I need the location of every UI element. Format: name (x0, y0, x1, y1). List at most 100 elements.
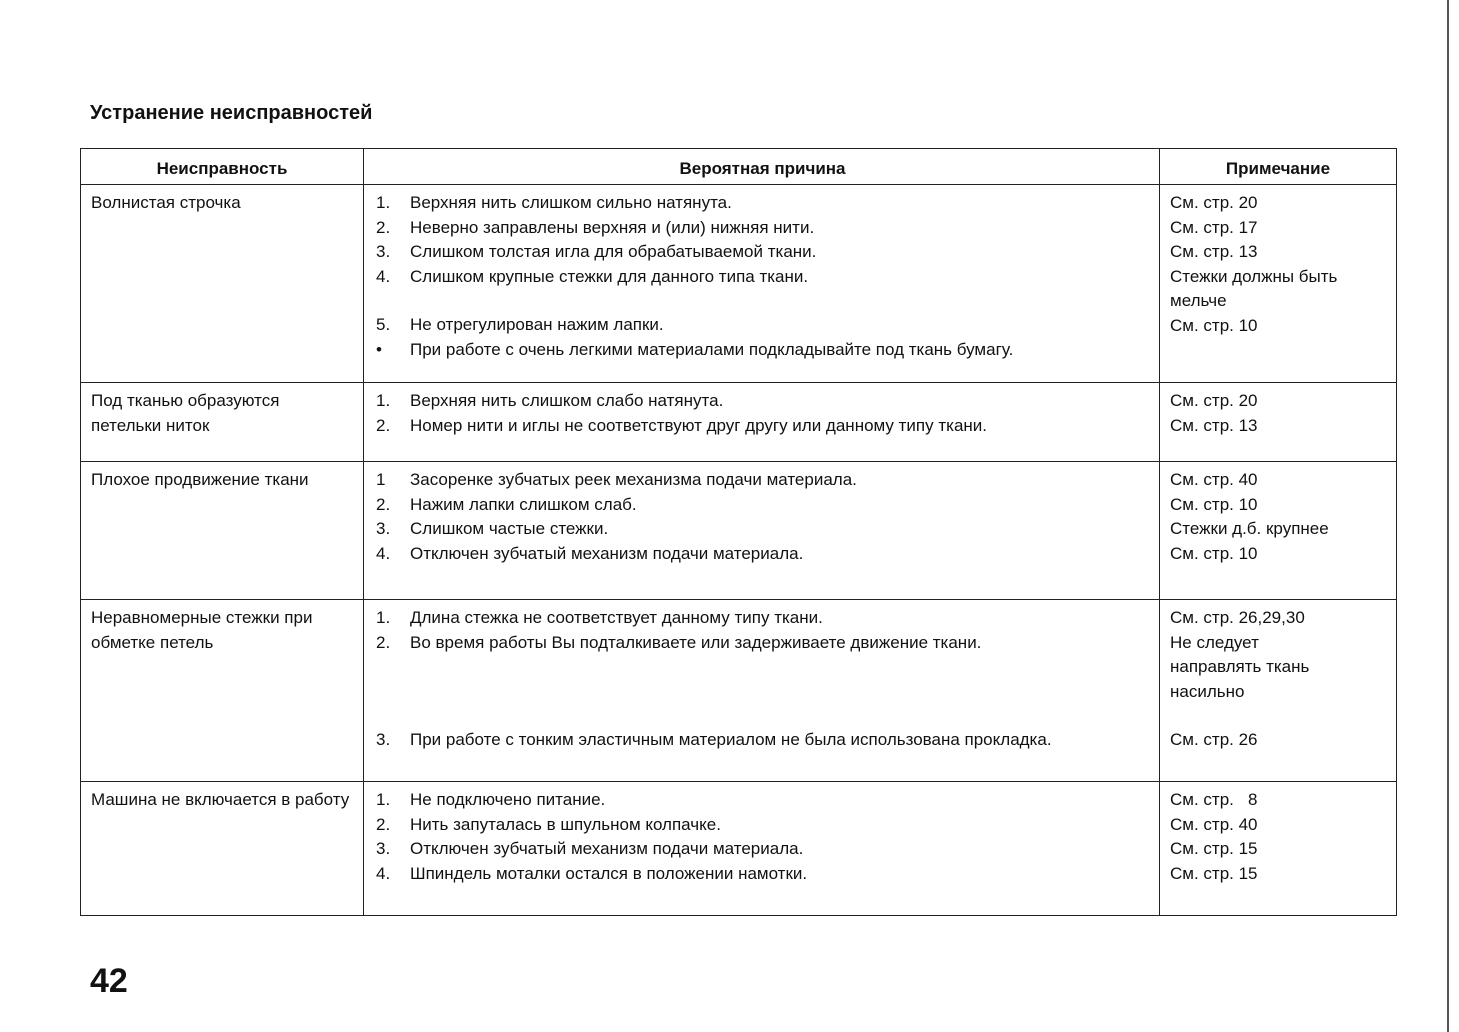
note-line: См. стр. 20 (1170, 391, 1258, 410)
note-cell: См. стр. 20 См. стр. 13 (1159, 383, 1396, 462)
table-row: Под тканью образуются петельки ниток 1. В… (81, 382, 1396, 462)
item-text: Шпиндель моталки остался в положении нам… (410, 863, 808, 883)
note-line: См. стр. 13 (1170, 415, 1258, 435)
problem-cell: Плохое продвижение ткани (91, 470, 309, 489)
cause-item: 2. Во время работы Вы подталкиваете или з… (376, 631, 1149, 656)
cause-item: 3. Слишком частые стежки. (376, 517, 1149, 542)
item-text: Номер нити и иглы не соответствуют друг … (410, 415, 988, 435)
item-number: 2. (376, 217, 391, 237)
header-problem: Неисправность (156, 159, 288, 178)
note-cell: См. стр. 8 См. стр. 40 См. стр. 15 См. с… (1159, 782, 1396, 916)
note-cell: См. стр. 26,29,30 Не следует направлять … (1159, 600, 1396, 782)
note-line: См. стр. 40 (1170, 470, 1258, 489)
cause-item: 5. Не отрегулирован нажим лапки. (376, 313, 1149, 338)
note-line: См. стр. 13 (1170, 242, 1258, 261)
note-cell: См. стр. 40 См. стр. 10 Стежки д.б. круп… (1159, 462, 1396, 600)
cause-item: 1 Засоренке зубчатых реек механизма подач… (376, 468, 1149, 493)
item-text: Не подключено питание. (410, 790, 606, 809)
cause-item: 1. Длина стежка не соответствует данному … (376, 606, 1149, 631)
item-number: 3. (376, 242, 391, 261)
item-number: 1. (376, 193, 391, 212)
cause-item: 2. Номер нити и иглы не соответствуют дру… (376, 414, 1149, 439)
cause-cell: 1. Не подключено питание. 2. Нить запутала… (363, 782, 1159, 916)
cause-item: 4. Слишком крупные стежки для данного тип… (376, 265, 1149, 290)
table-header-row: Неисправность Вероятная причина Примечан… (81, 149, 1396, 184)
item-text: Засоренке зубчатых реек механизма подачи… (410, 470, 857, 489)
item-number: 3. (376, 839, 391, 858)
table-row: Машина не включается в работу 1. Не подкл… (81, 781, 1396, 916)
scan-edge-line (1447, 0, 1449, 1032)
note-line: См. стр. 10 (1170, 543, 1258, 563)
item-text: Длина стежка не соответствует данному ти… (410, 608, 823, 627)
item-number: 2. (376, 415, 391, 435)
cause-item: 2. Нажим лапки слишком слаб. (376, 493, 1149, 518)
item-number: 2. (376, 494, 391, 514)
item-text: Отключен зубчатый механизм подачи матери… (410, 543, 804, 563)
note-line: См. стр. 17 (1170, 217, 1258, 237)
cause-item: 3. Отключен зубчатый механизм подачи мате… (376, 837, 1149, 862)
item-text: Верхняя нить слишком слабо натянута. (410, 391, 724, 410)
cause-item: 3. При работе с тонким эластичным материа… (376, 728, 1149, 753)
item-number: 1. (376, 391, 391, 410)
item-number: 4. (376, 266, 391, 286)
note-line: См. стр. 15 (1170, 839, 1258, 858)
item-number: 1 (376, 470, 386, 489)
problem-cell: Волнистая строчка (91, 193, 241, 212)
header-note: Примечание (1159, 149, 1396, 184)
item-number: 4. (376, 863, 391, 883)
table-row: Волнистая строчка 1. Верхняя нить слишком… (81, 184, 1396, 383)
note-line: Стежки должны быть мельче (1170, 266, 1338, 311)
item-number: 1. (376, 790, 391, 809)
item-text: Нажим лапки слишком слаб. (410, 494, 637, 514)
problem-cell: Машина не включается в работу (91, 790, 350, 809)
item-number: 3. (376, 730, 391, 749)
note-line: См. стр. 40 (1170, 814, 1258, 834)
cause-cell: 1. Верхняя нить слишком сильно натянута. … (363, 185, 1159, 383)
item-number: 2. (376, 632, 391, 652)
note-line: Не следует направлять ткань насильно (1170, 632, 1310, 701)
note-line: См. стр. 10 (1170, 315, 1258, 335)
page-number: 42 (90, 962, 128, 1000)
page-title: Устранение неисправностей (90, 102, 373, 124)
note-line: См. стр. 26 (1170, 730, 1258, 749)
table-row: Неравномерные стежки при обметке петель … (81, 599, 1396, 782)
cause-item: • При работе с очень легкими материалами … (376, 338, 1149, 363)
cause-item: 4. Шпиндель моталки остался в положении н… (376, 862, 1149, 887)
note-line: См. стр. 15 (1170, 863, 1258, 883)
item-number: 3. (376, 519, 391, 538)
cause-item: 2. Неверно заправлены верхняя и (или) ниж… (376, 216, 1149, 241)
cause-cell: 1. Длина стежка не соответствует данному … (363, 600, 1159, 782)
cause-item: 4. Отключен зубчатый механизм подачи мате… (376, 542, 1149, 567)
cause-cell: 1 Засоренке зубчатых реек механизма подач… (363, 462, 1159, 600)
cause-item: 2. Нить запуталась в шпульном колпачке. (376, 813, 1149, 838)
cause-item: 1. Верхняя нить слишком сильно натянута. (376, 191, 1149, 216)
item-number: 5. (376, 315, 391, 334)
bullet-icon: • (376, 339, 382, 359)
item-number: 4. (376, 543, 391, 563)
item-text: Слишком толстая игла для обрабатываемой … (410, 242, 817, 261)
note-cell: См. стр. 20 См. стр. 17 См. стр. 13 Стеж… (1159, 185, 1396, 383)
item-text: Не отрегулирован нажим лапки. (410, 315, 664, 334)
note-line: См. стр. 20 (1170, 193, 1258, 212)
table-row: Плохое продвижение ткани 1 Засоренке зубч… (81, 461, 1396, 600)
item-text: Слишком частые стежки. (410, 519, 609, 538)
item-text: Верхняя нить слишком сильно натянута. (410, 193, 732, 212)
troubleshooting-table: Неисправность Вероятная причина Примечан… (80, 148, 1397, 916)
cause-cell: 1. Верхняя нить слишком слабо натянута. 2… (363, 383, 1159, 462)
item-number: 2. (376, 814, 391, 834)
item-text: При работе с тонким эластичным материало… (410, 730, 1052, 749)
item-text: Слишком крупные стежки для данного типа … (410, 266, 809, 286)
item-text: Во время работы Вы подталкиваете или зад… (410, 632, 982, 652)
problem-cell: Под тканью образуются петельки ниток (91, 391, 280, 435)
note-line: Стежки д.б. крупнее (1170, 519, 1329, 538)
cause-item: 3. Слишком толстая игла для обрабатываемо… (376, 240, 1149, 265)
note-line: См. стр. 10 (1170, 494, 1258, 514)
cause-item: 1. Не подключено питание. (376, 788, 1149, 813)
note-line: См. стр. 26,29,30 (1170, 608, 1305, 627)
item-number: 1. (376, 608, 391, 627)
item-text: Отключен зубчатый механизм подачи матери… (410, 839, 804, 858)
item-text: Нить запуталась в шпульном колпачке. (410, 814, 721, 834)
note-line: См. стр. 8 (1170, 790, 1258, 809)
item-text: Неверно заправлены верхняя и (или) нижня… (410, 217, 815, 237)
problem-cell: Неравномерные стежки при обметке петель (91, 608, 313, 652)
